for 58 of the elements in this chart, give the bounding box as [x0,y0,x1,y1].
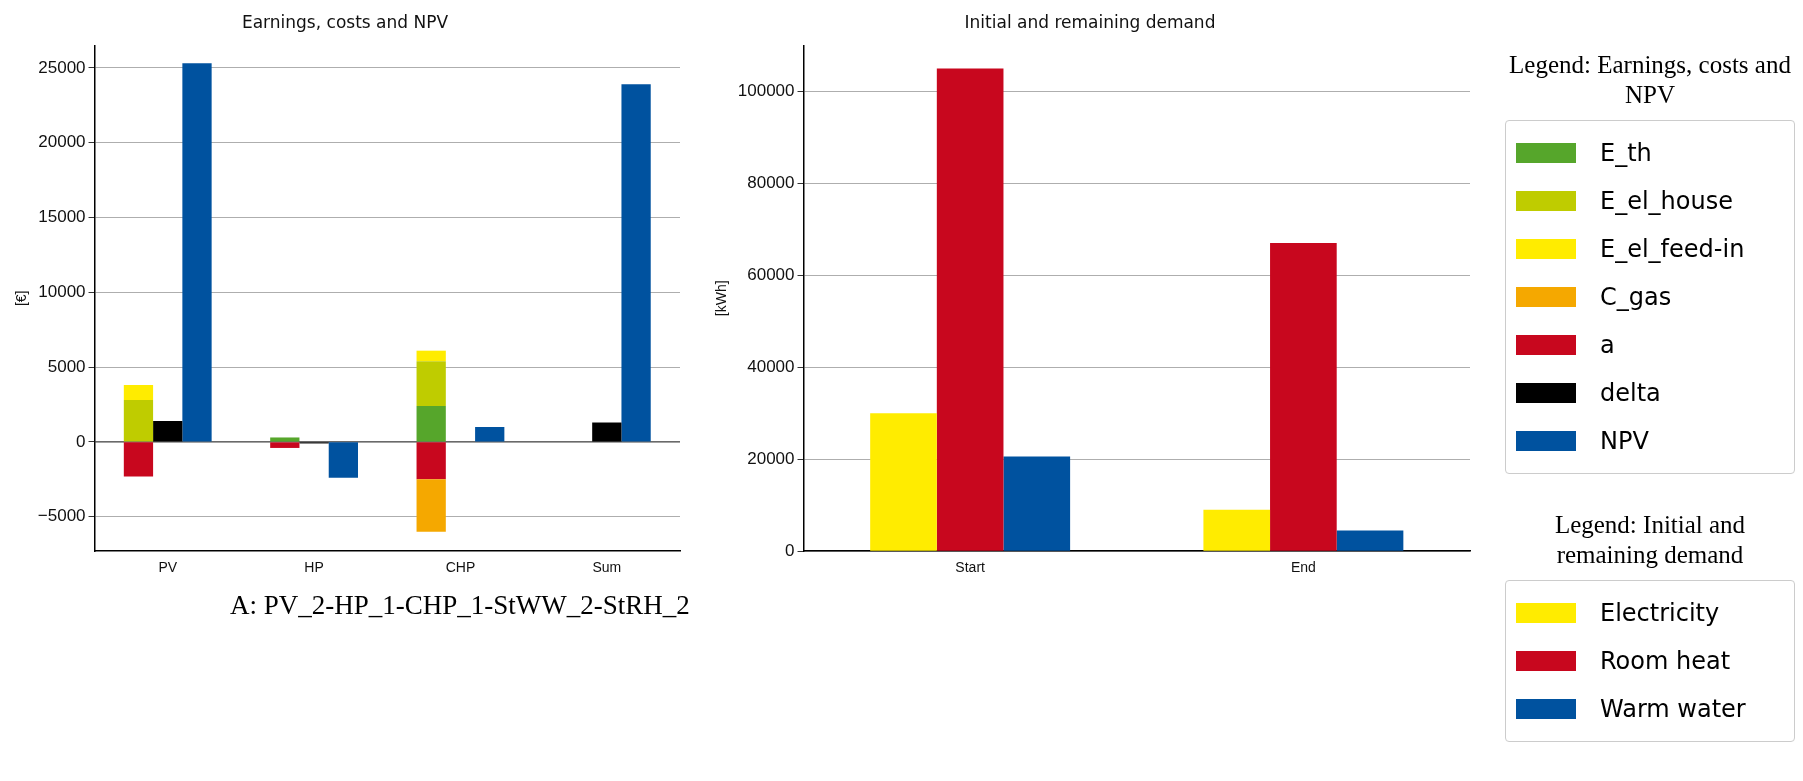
legend-label: delta [1600,379,1661,407]
bar [621,84,651,442]
bar [270,437,300,442]
chart-title: Initial and remaining demand [964,11,1216,32]
x-tick-label: End [1290,559,1316,576]
bar [1270,243,1337,551]
legend-label: E_el_house [1600,187,1733,215]
bar [416,442,446,480]
y-tick-label: 20000 [747,448,795,468]
bar [936,68,1004,551]
x-tick-label: Sum [592,559,622,576]
x-tick-label: CHP [445,559,476,576]
x-tick-label: PV [158,559,178,576]
y-tick-label: 60000 [747,265,795,284]
legend-label: C_gas [1600,283,1672,311]
legend-label: NPV [1600,427,1649,455]
y-tick-label: 10000 [38,282,86,301]
y-tick-label: −5000 [37,506,86,526]
y-axis-title: [€] [13,290,30,307]
bar [1336,530,1404,551]
y-tick-label: 0 [76,431,86,451]
y-tick-label: 25000 [38,57,86,77]
bar [592,422,622,442]
bar [270,442,300,448]
bar [123,400,154,442]
y-axis-title: [kWh] [713,280,730,317]
bar [123,385,154,401]
legend-title: Legend: Initial and remaining demand [1553,510,1747,570]
bar [182,63,212,442]
y-tick-label: 15000 [38,207,86,227]
y-tick-label: 5000 [47,356,86,376]
legend-label: Electricity [1600,599,1720,627]
legend-label: a [1600,331,1615,359]
y-tick-label: 40000 [747,356,795,376]
text: A: PV_2-HP_1-CHP_1-StWW_2-StRH_2 [230,590,690,621]
bar [416,361,446,407]
y-tick-label: 100000 [737,81,795,101]
y-tick-label: 80000 [747,173,795,193]
legend-label: E_th [1600,139,1652,167]
bar [1203,509,1271,551]
x-tick-label: HP [304,559,324,576]
x-tick-label: Start [955,559,986,576]
bar [416,479,446,532]
legend-label: Room heat [1600,647,1731,675]
bar [153,421,183,442]
bar [475,427,505,442]
chart-title: Earnings, costs and NPV [241,11,449,32]
bar [123,442,154,477]
bar [870,413,937,551]
legend-label: Warm water [1600,695,1746,723]
bar [328,442,358,478]
legend-label: E_el_feed-in [1600,235,1745,263]
bar [416,406,446,442]
bar [1003,456,1071,551]
y-tick-label: 20000 [38,132,86,152]
legend-title: Legend: Earnings, costs and NPV [1508,50,1792,110]
bar [416,350,446,362]
y-tick-label: 0 [785,540,795,560]
